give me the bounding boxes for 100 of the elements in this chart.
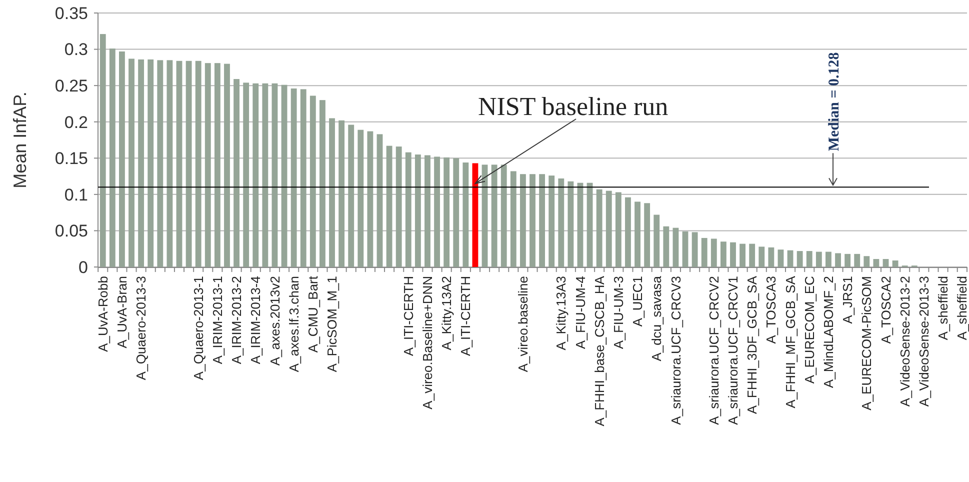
bar [596,189,602,267]
bar [367,131,374,267]
bar [510,171,516,267]
x-tick-label: A_EURECOM_EC [802,276,817,384]
bar [272,83,278,267]
bar [128,58,134,267]
bar [414,154,421,267]
bar [530,174,536,267]
bar [730,242,736,267]
x-tick-label: A_sheffield [954,276,969,340]
bar [816,252,822,267]
y-tick-label: 0.2 [64,112,88,132]
x-tick-label: A_JRS1 [840,276,856,324]
y-tick-label: 0.05 [54,222,88,241]
bar [873,259,880,267]
bar [204,63,211,267]
annotation: Median = 0.128 [826,52,842,152]
bar [768,247,774,267]
x-tick-label: A_axes.lf.3.chan [286,276,302,372]
bar [844,254,851,267]
bar [462,162,469,267]
bar [491,164,498,267]
bar [577,182,584,267]
x-tick-label: A_axes.2013v2 [267,276,282,366]
bar [548,176,555,267]
bar [558,178,564,267]
bar [224,64,230,267]
bar [472,163,478,267]
y-tick-label: 0.15 [54,149,88,168]
bar [749,244,756,267]
x-tick-label: A_TOSCA3 [764,276,779,344]
x-tick-label: A_vireo.Baseline+DNN [420,276,436,410]
bar [281,84,288,267]
bar [720,242,726,267]
bar [796,251,803,267]
bar [119,51,125,267]
bar [826,252,832,267]
bar [634,202,640,267]
bar [644,203,650,267]
bar [166,60,173,267]
bar [338,120,345,267]
bar [615,192,622,267]
x-tick-label: A_TOSCA2 [878,276,894,344]
y-tick-label: 0.3 [64,40,88,60]
bar [195,60,202,267]
x-tick-label: A_UvA-Robb [95,276,110,352]
bar [892,260,898,267]
bar [386,146,392,267]
bar [396,146,402,267]
bar [606,190,612,267]
bar [157,60,164,267]
bar [405,152,412,267]
x-tick-label: A_FIU-UM-3 [610,276,626,349]
bar [444,157,450,267]
x-tick-label: A_vireo.baseline [516,276,531,372]
x-tick-label: A_sriaurora.UCF_CRCV3 [668,276,684,425]
bar [176,60,182,267]
bar [424,155,430,267]
x-tick-label: A_dcu_savasa [649,275,664,362]
x-tick-label: A_UEC1 [630,276,646,327]
bar [701,238,708,267]
bar [290,88,297,267]
bar [320,100,326,267]
x-tick-label: A_FHHI_base_CSCB_HA [592,276,607,426]
bar [520,174,526,267]
x-tick-label: A_VideoSense-2013-3 [916,276,932,407]
bar [778,250,784,267]
bar [864,256,870,267]
y-tick-label: 0 [78,258,88,277]
x-tick-label: A_MindLABOMF_2 [821,276,836,388]
bar [654,214,660,267]
y-tick-label: 0.1 [64,185,88,204]
x-tick-label: A_ITI-CERTH [400,276,416,356]
bar [692,232,698,267]
bar [148,59,154,267]
bar [100,34,106,267]
x-tick-label: A_IRIM-2013-1 [210,276,225,364]
bar [625,197,631,267]
x-tick-label: A_sriaurora.UCF_CRCV2 [706,276,722,425]
bar [500,164,507,267]
bar [787,250,794,267]
y-tick-label: 0.35 [54,4,88,23]
x-tick-label: A_CMU_Bart [305,276,320,353]
bar [138,59,144,267]
bar [310,96,316,267]
bar [348,124,354,267]
x-tick-label: A_Quaero-2013-1 [190,276,206,380]
bar [835,253,841,267]
bar [186,60,192,267]
x-tick-label: A_FIU-UM-4 [572,276,588,349]
bar [329,118,335,267]
bar [109,48,116,267]
bar [300,89,306,267]
y-tick-label: 0.25 [54,76,88,96]
bar [214,63,220,267]
bar [453,158,460,267]
bar [243,82,250,267]
x-tick-label: A_IRIM-2013-4 [248,276,264,364]
bar [539,174,546,267]
x-tick-label: A_EURECOM-PicSOM [859,276,874,410]
